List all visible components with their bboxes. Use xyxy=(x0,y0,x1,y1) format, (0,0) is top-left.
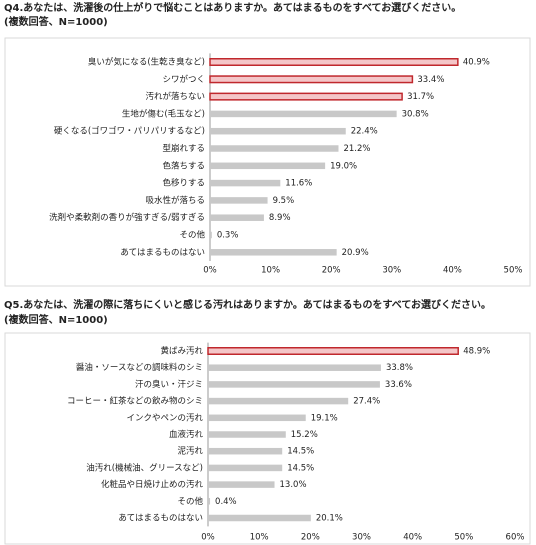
value-label: 20.9% xyxy=(342,248,369,258)
x-tick-label: 10% xyxy=(250,533,269,543)
category-label: 油汚れ(機械油、グリースなど) xyxy=(86,462,203,473)
bar xyxy=(210,249,337,256)
value-label: 21.2% xyxy=(343,144,370,154)
value-label: 14.5% xyxy=(287,463,314,473)
category-label: コーヒー・紅茶などの飲み物のシミ xyxy=(67,396,203,407)
category-label: 洗剤や柔軟剤の香りが強すぎる/弱すぎる xyxy=(49,212,205,223)
category-label: 吸水性が落ちる xyxy=(145,195,205,206)
bar xyxy=(210,127,346,135)
value-label: 8.9% xyxy=(269,213,291,223)
category-label: 血液汚れ xyxy=(169,429,204,440)
category-label: 化粧品や日焼け止めの汚れ xyxy=(101,479,204,490)
category-label: 泥汚れ xyxy=(177,446,203,457)
category-label: 汗の臭い・汗ジミ xyxy=(135,379,203,390)
x-tick-label: 50% xyxy=(504,266,523,276)
bar xyxy=(208,464,283,472)
x-tick-label: 60% xyxy=(506,533,525,543)
value-label: 0.4% xyxy=(215,497,237,507)
bar xyxy=(208,397,349,405)
category-label: 型崩れする xyxy=(162,143,205,154)
value-label: 11.6% xyxy=(285,179,312,189)
bar xyxy=(210,231,212,239)
x-tick-label: 20% xyxy=(322,266,341,276)
bar xyxy=(210,214,264,221)
bar xyxy=(210,162,326,170)
bar xyxy=(210,179,281,187)
value-label: 9.5% xyxy=(273,196,295,206)
bar xyxy=(209,75,414,84)
bar xyxy=(207,347,459,355)
bar xyxy=(210,145,339,152)
category-label: 黄ばみ汚れ xyxy=(160,346,203,357)
category-label: インクやペンの汚れ xyxy=(126,412,203,423)
x-tick-label: 30% xyxy=(382,266,401,276)
value-label: 14.5% xyxy=(287,447,314,457)
value-label: 19.0% xyxy=(330,161,357,171)
value-label: 31.7% xyxy=(407,92,434,102)
category-label: あてはまるものはない xyxy=(120,248,205,258)
bar xyxy=(208,447,283,455)
category-label: シワがつく xyxy=(162,74,205,85)
bar xyxy=(210,110,397,118)
value-label: 33.4% xyxy=(417,75,444,85)
value-label: 13.0% xyxy=(280,480,307,490)
category-label: あてはまるものはない xyxy=(118,514,203,524)
x-tick-label: 0% xyxy=(201,533,215,543)
x-tick-label: 40% xyxy=(403,533,422,543)
bar xyxy=(209,58,459,66)
category-label: その他 xyxy=(177,496,203,507)
bar xyxy=(208,414,306,422)
value-label: 20.1% xyxy=(316,514,343,524)
x-tick-label: 50% xyxy=(454,533,473,543)
bar xyxy=(208,431,286,438)
x-tick-label: 20% xyxy=(301,533,320,543)
value-label: 19.1% xyxy=(311,413,338,423)
category-label: 汚れが落ちない xyxy=(145,91,205,102)
chart-title: Q4.あなたは、洗濯後の仕上がりで悩むことはありますか。あてはまるものをすべてお… xyxy=(4,1,461,14)
category-label: 硬くなる(ゴワゴワ・パリパリするなど) xyxy=(54,126,205,137)
value-label: 27.4% xyxy=(353,397,380,407)
category-label: 醤油・ソースなどの調味料のシミ xyxy=(76,362,203,373)
category-label: 臭いが気になる(生乾き臭など) xyxy=(88,57,205,68)
bar xyxy=(210,197,268,204)
value-label: 22.4% xyxy=(351,127,378,137)
value-label: 15.2% xyxy=(291,430,318,440)
x-tick-label: 30% xyxy=(352,533,371,543)
category-label: その他 xyxy=(179,230,205,241)
bar xyxy=(209,92,403,101)
chart-frame xyxy=(4,37,531,287)
category-label: 色落ちする xyxy=(162,160,205,171)
chart-frame xyxy=(4,332,531,545)
bar xyxy=(208,514,311,522)
chart-title: Q5.あなたは、洗濯の際に落ちにくいと感じる汚れはありますか。あてはまるものをす… xyxy=(4,298,491,311)
bar xyxy=(208,364,381,371)
value-label: 0.3% xyxy=(217,231,239,241)
chart-subtitle: (複数回答、N=1000) xyxy=(4,313,108,326)
bar xyxy=(208,381,380,388)
value-label: 30.8% xyxy=(402,109,429,119)
value-label: 33.8% xyxy=(386,363,413,373)
bar xyxy=(208,481,275,488)
value-label: 48.9% xyxy=(463,347,490,357)
value-label: 40.9% xyxy=(463,58,490,68)
category-label: 色移りする xyxy=(162,178,205,189)
x-tick-label: 40% xyxy=(443,266,462,276)
category-label: 生地が傷む(毛玉など) xyxy=(122,108,205,119)
chart-subtitle: (複数回答、N=1000) xyxy=(4,15,108,28)
x-tick-label: 0% xyxy=(203,266,217,276)
bar xyxy=(208,498,211,505)
x-tick-label: 10% xyxy=(261,266,280,276)
value-label: 33.6% xyxy=(385,380,412,390)
